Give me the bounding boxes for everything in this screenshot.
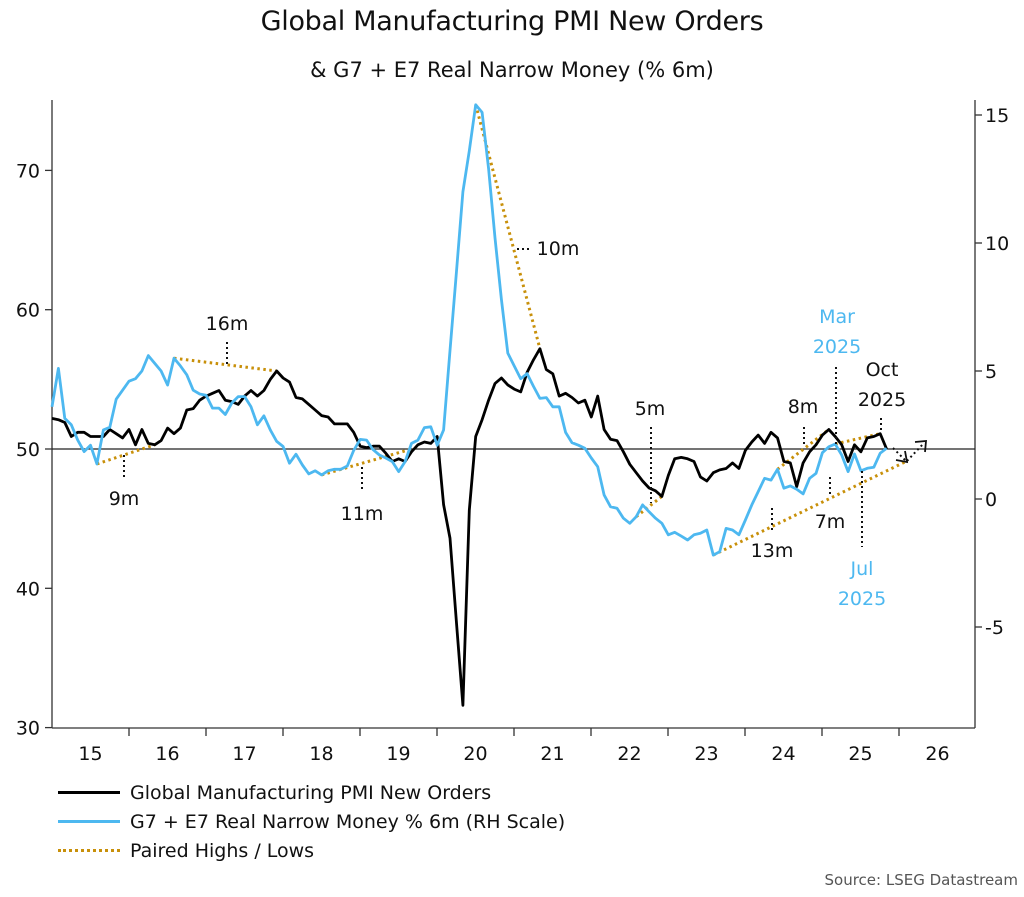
series-line-money xyxy=(50,103,888,557)
annotation-label: 5m xyxy=(635,398,666,420)
right-axis-tick-label: 5 xyxy=(985,361,997,383)
projection-arrow-down xyxy=(892,447,906,461)
right-axis-tick-label: -5 xyxy=(985,617,1004,639)
left-axis-tick-label: 30 xyxy=(16,718,40,740)
legend-swatch-paired xyxy=(58,849,120,852)
x-axis-tick-label: 18 xyxy=(309,743,333,765)
annotation-label: Mar xyxy=(819,306,855,328)
arrowhead-up-icon xyxy=(914,440,927,453)
arrowhead-down-icon xyxy=(895,450,909,464)
annotation-label: Jul xyxy=(850,558,874,580)
annotation-label: 8m xyxy=(788,396,819,418)
x-axis-tick-label: 20 xyxy=(463,743,487,765)
x-axis-tick-label: 17 xyxy=(232,743,256,765)
left-axis-tick-label: 40 xyxy=(16,578,40,600)
x-axis-tick-label: 19 xyxy=(386,743,410,765)
x-axis-tick-label: 16 xyxy=(155,743,179,765)
annotation-label: 13m xyxy=(751,540,794,562)
legend: Global Manufacturing PMI New Orders G7 +… xyxy=(58,778,565,865)
x-axis-tick-label: 25 xyxy=(848,743,872,765)
annotation-label-year: 2025 xyxy=(813,336,861,358)
right-axis-tick-label: 15 xyxy=(985,105,1009,127)
annotation-label: 16m xyxy=(206,313,249,335)
chart-title: Global Manufacturing PMI New Orders xyxy=(260,6,764,37)
legend-swatch-money xyxy=(58,820,120,823)
legend-item-paired: Paired Highs / Lows xyxy=(58,836,565,865)
left-axis-tick-label: 50 xyxy=(16,439,40,461)
legend-item-money: G7 + E7 Real Narrow Money % 6m (RH Scale… xyxy=(58,807,565,836)
x-axis-tick-label: 15 xyxy=(78,743,102,765)
annotation-label: 7m xyxy=(815,511,846,533)
x-axis-tick-label: 24 xyxy=(771,743,795,765)
projection-arrow-up xyxy=(906,442,925,462)
paired-highs-lows-line xyxy=(173,356,277,373)
legend-label-paired: Paired Highs / Lows xyxy=(130,839,315,862)
legend-label-pmi: Global Manufacturing PMI New Orders xyxy=(130,781,492,804)
legend-swatch-pmi xyxy=(58,791,120,794)
annotation-label: Oct xyxy=(866,359,899,381)
left-axis-tick-label: 70 xyxy=(16,160,40,182)
left-axis-tick-label: 60 xyxy=(16,300,40,322)
legend-item-pmi: Global Manufacturing PMI New Orders xyxy=(58,778,565,807)
x-axis-tick-label: 26 xyxy=(925,743,949,765)
chart-subtitle: & G7 + E7 Real Narrow Money (% 6m) xyxy=(310,58,714,82)
x-axis-tick-label: 22 xyxy=(617,743,641,765)
x-axis-tick-label: 21 xyxy=(540,743,564,765)
annotation-label-year: 2025 xyxy=(858,389,906,411)
annotation-label-year: 2025 xyxy=(838,588,886,610)
annotation-label: 10m xyxy=(537,238,580,260)
series-line-pmi xyxy=(51,347,888,707)
legend-label-money: G7 + E7 Real Narrow Money % 6m (RH Scale… xyxy=(130,810,566,833)
right-axis-tick-label: 10 xyxy=(985,233,1009,255)
x-axis-tick-label: 23 xyxy=(694,743,718,765)
source-note: Source: LSEG Datastream xyxy=(824,871,1018,889)
right-axis-tick-label: 0 xyxy=(985,489,997,511)
annotation-label: 11m xyxy=(341,503,384,525)
annotation-label: 9m xyxy=(109,488,140,510)
paired-highs-lows-line xyxy=(712,460,907,557)
paired-highs-lows-line xyxy=(96,443,156,466)
